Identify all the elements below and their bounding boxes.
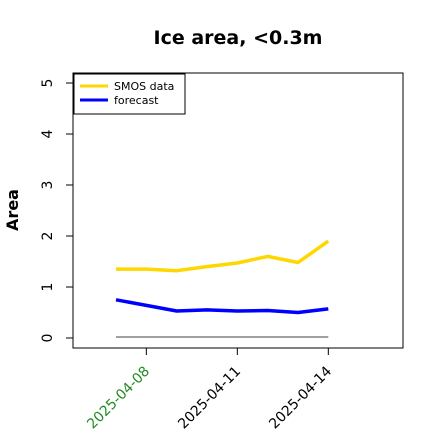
x-tick-label: 2025-04-08 bbox=[84, 364, 153, 433]
series-line-smos-data bbox=[116, 239, 330, 273]
y-tick-label: 0 bbox=[40, 334, 56, 343]
y-tick-label: 1 bbox=[40, 283, 56, 292]
y-axis: 0 1 2 3 4 5 bbox=[40, 79, 73, 343]
legend-label-smos: SMOS data bbox=[114, 80, 174, 93]
plot-frame bbox=[72, 72, 404, 349]
x-tick-label: 2025-04-14 bbox=[266, 363, 335, 432]
y-tick-label: 4 bbox=[40, 129, 56, 138]
x-tick-label: 2025-04-11 bbox=[175, 364, 244, 433]
legend-box bbox=[73, 73, 186, 115]
legend: SMOS data forecast bbox=[73, 73, 186, 115]
y-tick-label: 3 bbox=[40, 181, 56, 190]
chart-title: Ice area, <0.3m bbox=[154, 27, 323, 49]
legend-label-forecast: forecast bbox=[114, 94, 159, 107]
series-line-forecast bbox=[115, 298, 329, 315]
series-layer bbox=[115, 239, 330, 338]
y-tick-label: 5 bbox=[40, 79, 56, 88]
x-axis: 2025-04-08 2025-04-11 2025-04-14 bbox=[84, 348, 335, 432]
y-axis-label: Area bbox=[3, 189, 22, 231]
y-tick-label: 2 bbox=[40, 232, 56, 241]
